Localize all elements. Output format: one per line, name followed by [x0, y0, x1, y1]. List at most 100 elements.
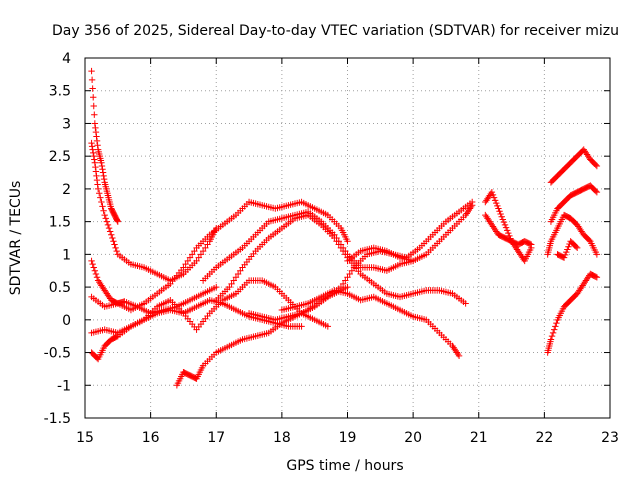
y-tick-label: 1.5: [49, 215, 71, 231]
data-point: [90, 152, 97, 160]
data-point: [495, 205, 502, 212]
data-point: [104, 221, 112, 229]
data-point: [204, 241, 211, 248]
data-point: [94, 181, 101, 188]
data-point: [572, 243, 580, 250]
data-point: [88, 257, 95, 265]
data-point: [89, 146, 96, 153]
data-point: [103, 218, 111, 225]
data-point: [88, 139, 95, 147]
data-point: [114, 218, 122, 225]
data-point: [593, 188, 601, 196]
series-arc-n: [482, 211, 535, 248]
data-point: [92, 124, 99, 132]
data-point: [93, 133, 100, 140]
data-point: [496, 208, 503, 215]
data-point: [593, 251, 601, 258]
data-point: [489, 191, 497, 199]
data-point: [501, 221, 509, 229]
data-point: [100, 172, 107, 180]
data-point: [97, 194, 104, 201]
series-arc-e: [88, 277, 332, 337]
data-point: [230, 277, 237, 284]
data-point: [92, 128, 100, 136]
data-point: [99, 169, 107, 176]
data-point: [188, 251, 196, 258]
x-tick-label: 15: [76, 430, 94, 446]
data-point: [92, 163, 99, 171]
data-point: [468, 202, 476, 209]
data-point: [561, 251, 569, 259]
y-tick-label: 3.5: [49, 84, 71, 100]
y-tick-label: 0.5: [49, 280, 71, 296]
grid: [85, 58, 610, 418]
data-point: [494, 202, 501, 210]
data-point: [565, 243, 572, 250]
data-point: [462, 300, 469, 307]
data-point: [298, 323, 305, 330]
data-point: [195, 254, 202, 261]
data-point: [113, 333, 120, 340]
x-axis-label: GPS time / hours: [286, 458, 403, 474]
data-point: [92, 270, 100, 278]
y-tick-labels: -1.5 -1 -0.5 0 0.5 1 1.5 2 2.5 3 3.5 4: [44, 51, 71, 427]
data-point: [93, 274, 101, 281]
data-point: [342, 251, 349, 258]
data-point: [109, 234, 116, 242]
data-point: [344, 238, 351, 245]
data-point: [331, 234, 338, 242]
data-point: [93, 176, 101, 184]
data-point: [91, 111, 98, 118]
data-point: [113, 247, 120, 255]
data-point: [91, 156, 98, 163]
data-point: [99, 203, 106, 210]
data-point: [592, 187, 599, 195]
x-tick-label: 18: [273, 430, 291, 446]
series-arc-q: [547, 182, 601, 225]
data-point: [90, 264, 97, 271]
data-point: [503, 227, 511, 234]
data-point: [88, 76, 96, 84]
data-point: [493, 199, 500, 207]
data-point: [100, 207, 107, 214]
series-arc-f: [88, 198, 351, 314]
data-point: [226, 283, 233, 291]
data-point: [96, 190, 103, 197]
data-point: [491, 197, 499, 204]
data-point: [90, 94, 97, 101]
data-point: [563, 248, 570, 256]
data-point: [182, 260, 189, 268]
data-point: [344, 283, 351, 291]
x-tick-label: 19: [339, 430, 357, 446]
series-arc-a: [88, 67, 122, 225]
data-point: [324, 323, 332, 330]
x-tick-label: 23: [601, 430, 619, 446]
y-tick-label: 0: [62, 313, 71, 329]
series-arc-j: [245, 198, 476, 324]
data-point: [114, 217, 121, 224]
data-point: [88, 143, 96, 150]
series-arc-s: [554, 238, 581, 261]
data-point: [552, 323, 559, 330]
data-point: [592, 161, 599, 169]
series-arc-b: [88, 139, 220, 284]
data-point: [564, 246, 571, 253]
data-point: [110, 238, 117, 245]
data-point: [593, 274, 601, 281]
data-point: [498, 213, 505, 220]
y-tick-label: 2: [62, 182, 71, 198]
data-point: [101, 211, 108, 219]
data-point: [98, 159, 105, 166]
data-point: [455, 352, 463, 360]
y-tick-label: -0.5: [44, 346, 71, 362]
data-point: [339, 280, 347, 288]
data-point: [93, 172, 100, 180]
data-point: [102, 215, 109, 222]
x-tick-label: 22: [535, 430, 553, 446]
data-point: [92, 168, 100, 175]
data-point: [344, 274, 351, 281]
series-arc-g: [173, 283, 351, 389]
series-arc-r: [547, 146, 601, 186]
y-tick-label: -1.5: [44, 411, 71, 427]
